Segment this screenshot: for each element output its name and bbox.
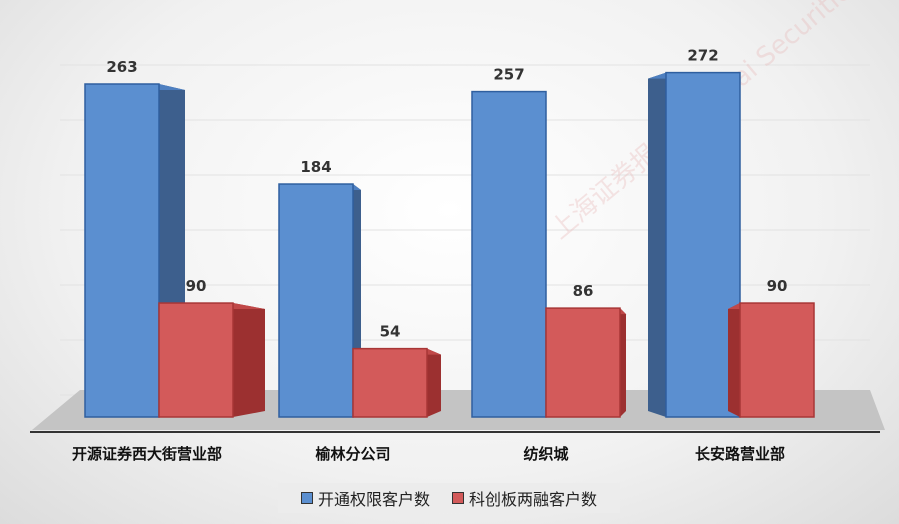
bar-side [233, 303, 265, 417]
bar-blue: 272 [648, 47, 741, 418]
data-label: 272 [687, 47, 718, 65]
data-label: 257 [493, 66, 524, 84]
legend: 开通权限客户数 科创板两融客户数 [278, 483, 620, 513]
bar-blue: 257 [471, 66, 547, 418]
bar-front [471, 90, 547, 418]
category-label: 长安路营业部 [695, 445, 785, 463]
bar-red: 90 [728, 277, 815, 418]
bar-red: 86 [545, 282, 626, 418]
category-label: 开源证券西大街营业部 [72, 445, 222, 463]
bar-front [739, 302, 815, 418]
legend-swatch-blue [300, 492, 313, 504]
legend-label: 开通权限客户数 [317, 490, 430, 509]
data-label: 184 [300, 158, 331, 176]
bar-side [620, 308, 626, 417]
data-label: 90 [767, 277, 788, 295]
bar-front [545, 307, 621, 418]
bar-front [352, 347, 428, 418]
bar-front [665, 71, 741, 418]
bar-red: 90 [158, 277, 265, 418]
category-label: 榆林分公司 [315, 445, 390, 463]
data-label: 90 [186, 277, 207, 295]
category-label: 纺织城 [523, 445, 568, 463]
data-label: 86 [573, 282, 594, 300]
bar-front [278, 183, 354, 418]
bar-side [427, 348, 441, 417]
bar-front [84, 83, 160, 418]
bar-front [158, 302, 234, 418]
data-label: 263 [106, 58, 137, 76]
data-label: 54 [380, 323, 401, 341]
legend-item-series-1: 开通权限客户数 [300, 486, 430, 510]
legend-item-series-2: 科创板两融客户数 [452, 486, 597, 510]
legend-label: 科创板两融客户数 [469, 490, 598, 509]
legend-swatch-red [452, 492, 464, 504]
bar-red: 54 [352, 323, 441, 418]
bar-blue: 184 [278, 158, 361, 418]
bar-side [648, 72, 666, 418]
bar-side [728, 303, 740, 417]
